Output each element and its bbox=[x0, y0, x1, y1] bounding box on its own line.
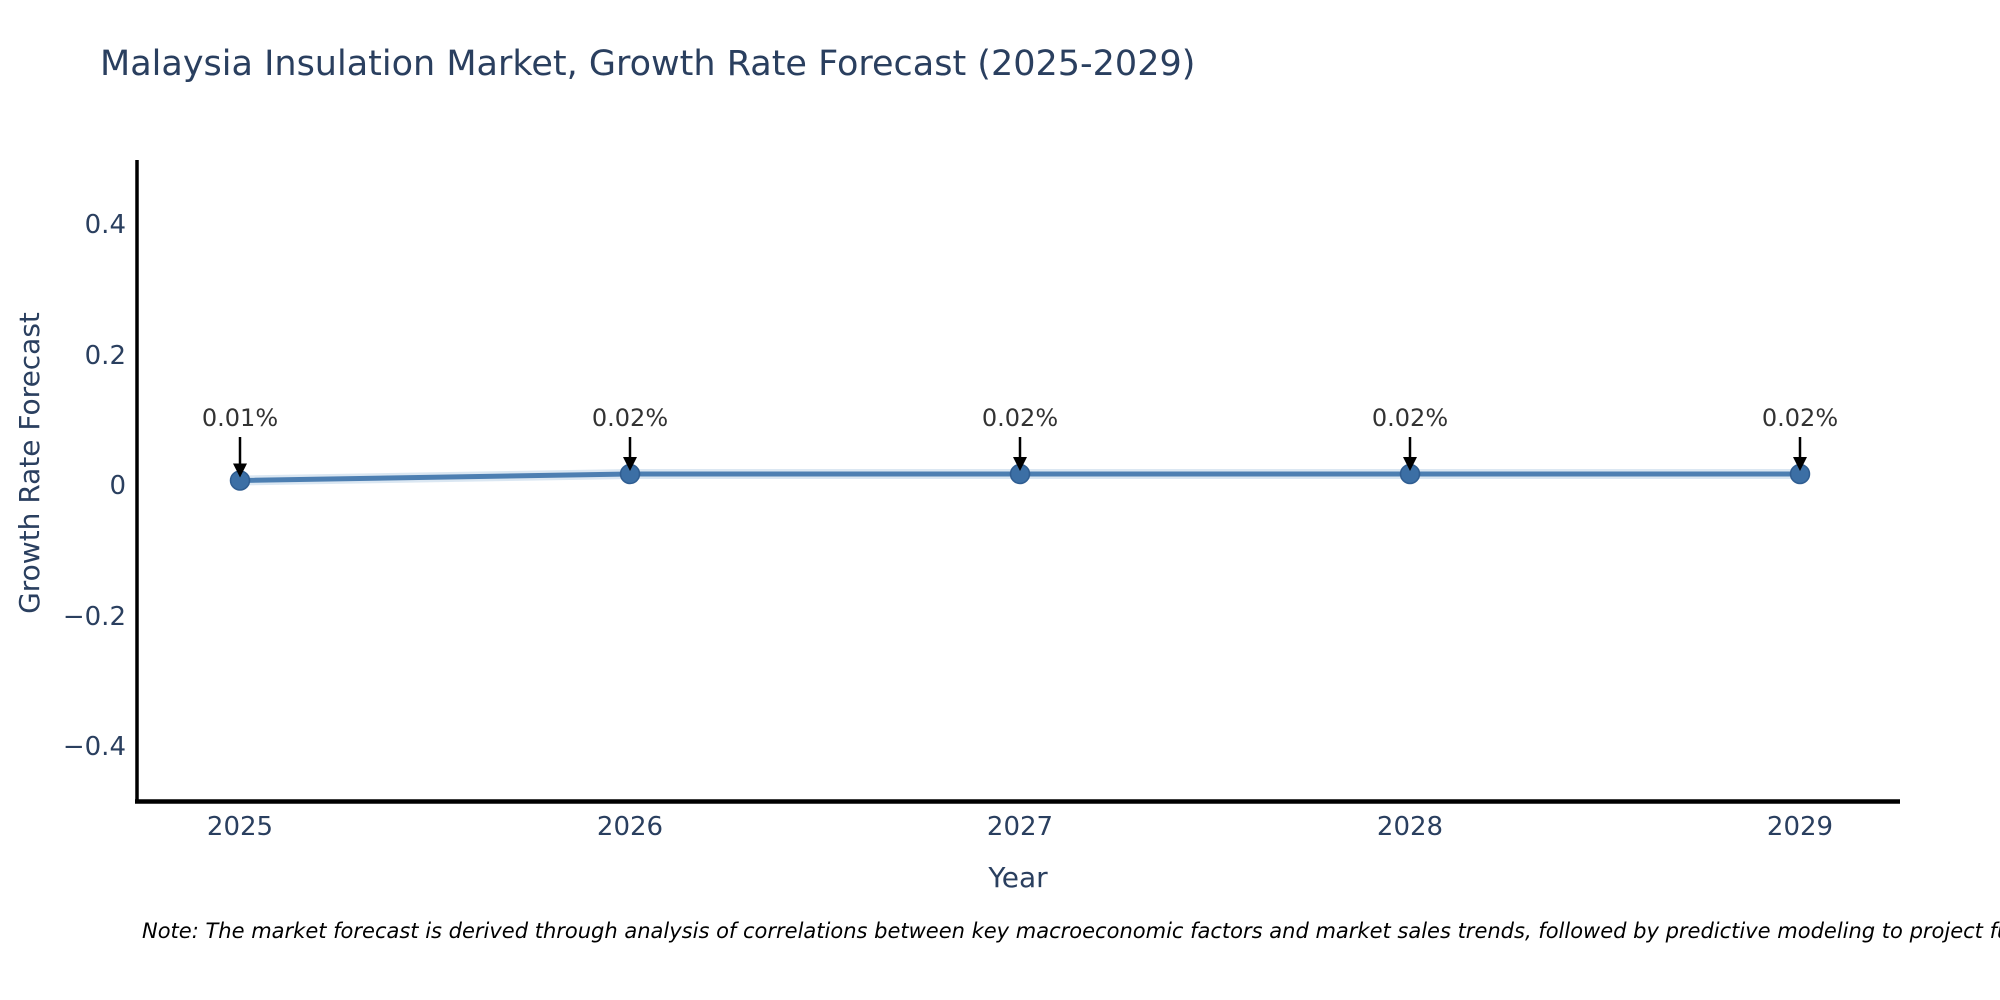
x-tick-label: 2028 bbox=[1376, 812, 1444, 842]
footnote: Note: The market forecast is derived thr… bbox=[142, 919, 2000, 943]
y-tick-label: −0.4 bbox=[62, 732, 126, 762]
point-annotation: 0.02% bbox=[1371, 404, 1449, 432]
x-axis-title: Year bbox=[988, 861, 1048, 894]
annotation-arrowhead bbox=[623, 456, 637, 471]
point-annotation: 0.02% bbox=[981, 404, 1059, 432]
y-tick-label: 0 bbox=[109, 471, 126, 501]
y-tick-label: 0.2 bbox=[84, 340, 126, 371]
point-annotation: 0.02% bbox=[1761, 404, 1839, 432]
point-annotation: 0.02% bbox=[591, 404, 669, 432]
annotation-arrowhead bbox=[1013, 456, 1027, 471]
x-tick-label: 2027 bbox=[986, 812, 1054, 842]
annotation-arrowhead bbox=[233, 463, 247, 478]
annotation-arrowhead bbox=[1793, 456, 1807, 471]
point-annotation: 0.01% bbox=[201, 404, 279, 432]
y-tick-label: −0.2 bbox=[62, 601, 126, 632]
x-tick-label: 2025 bbox=[206, 812, 274, 842]
x-tick-label: 2029 bbox=[1766, 812, 1834, 842]
y-tick-label: 0.4 bbox=[84, 210, 126, 240]
x-tick-label: 2026 bbox=[596, 812, 664, 842]
chart-title: Malaysia Insulation Market, Growth Rate … bbox=[100, 44, 1196, 84]
annotation-arrowhead bbox=[1403, 456, 1417, 471]
